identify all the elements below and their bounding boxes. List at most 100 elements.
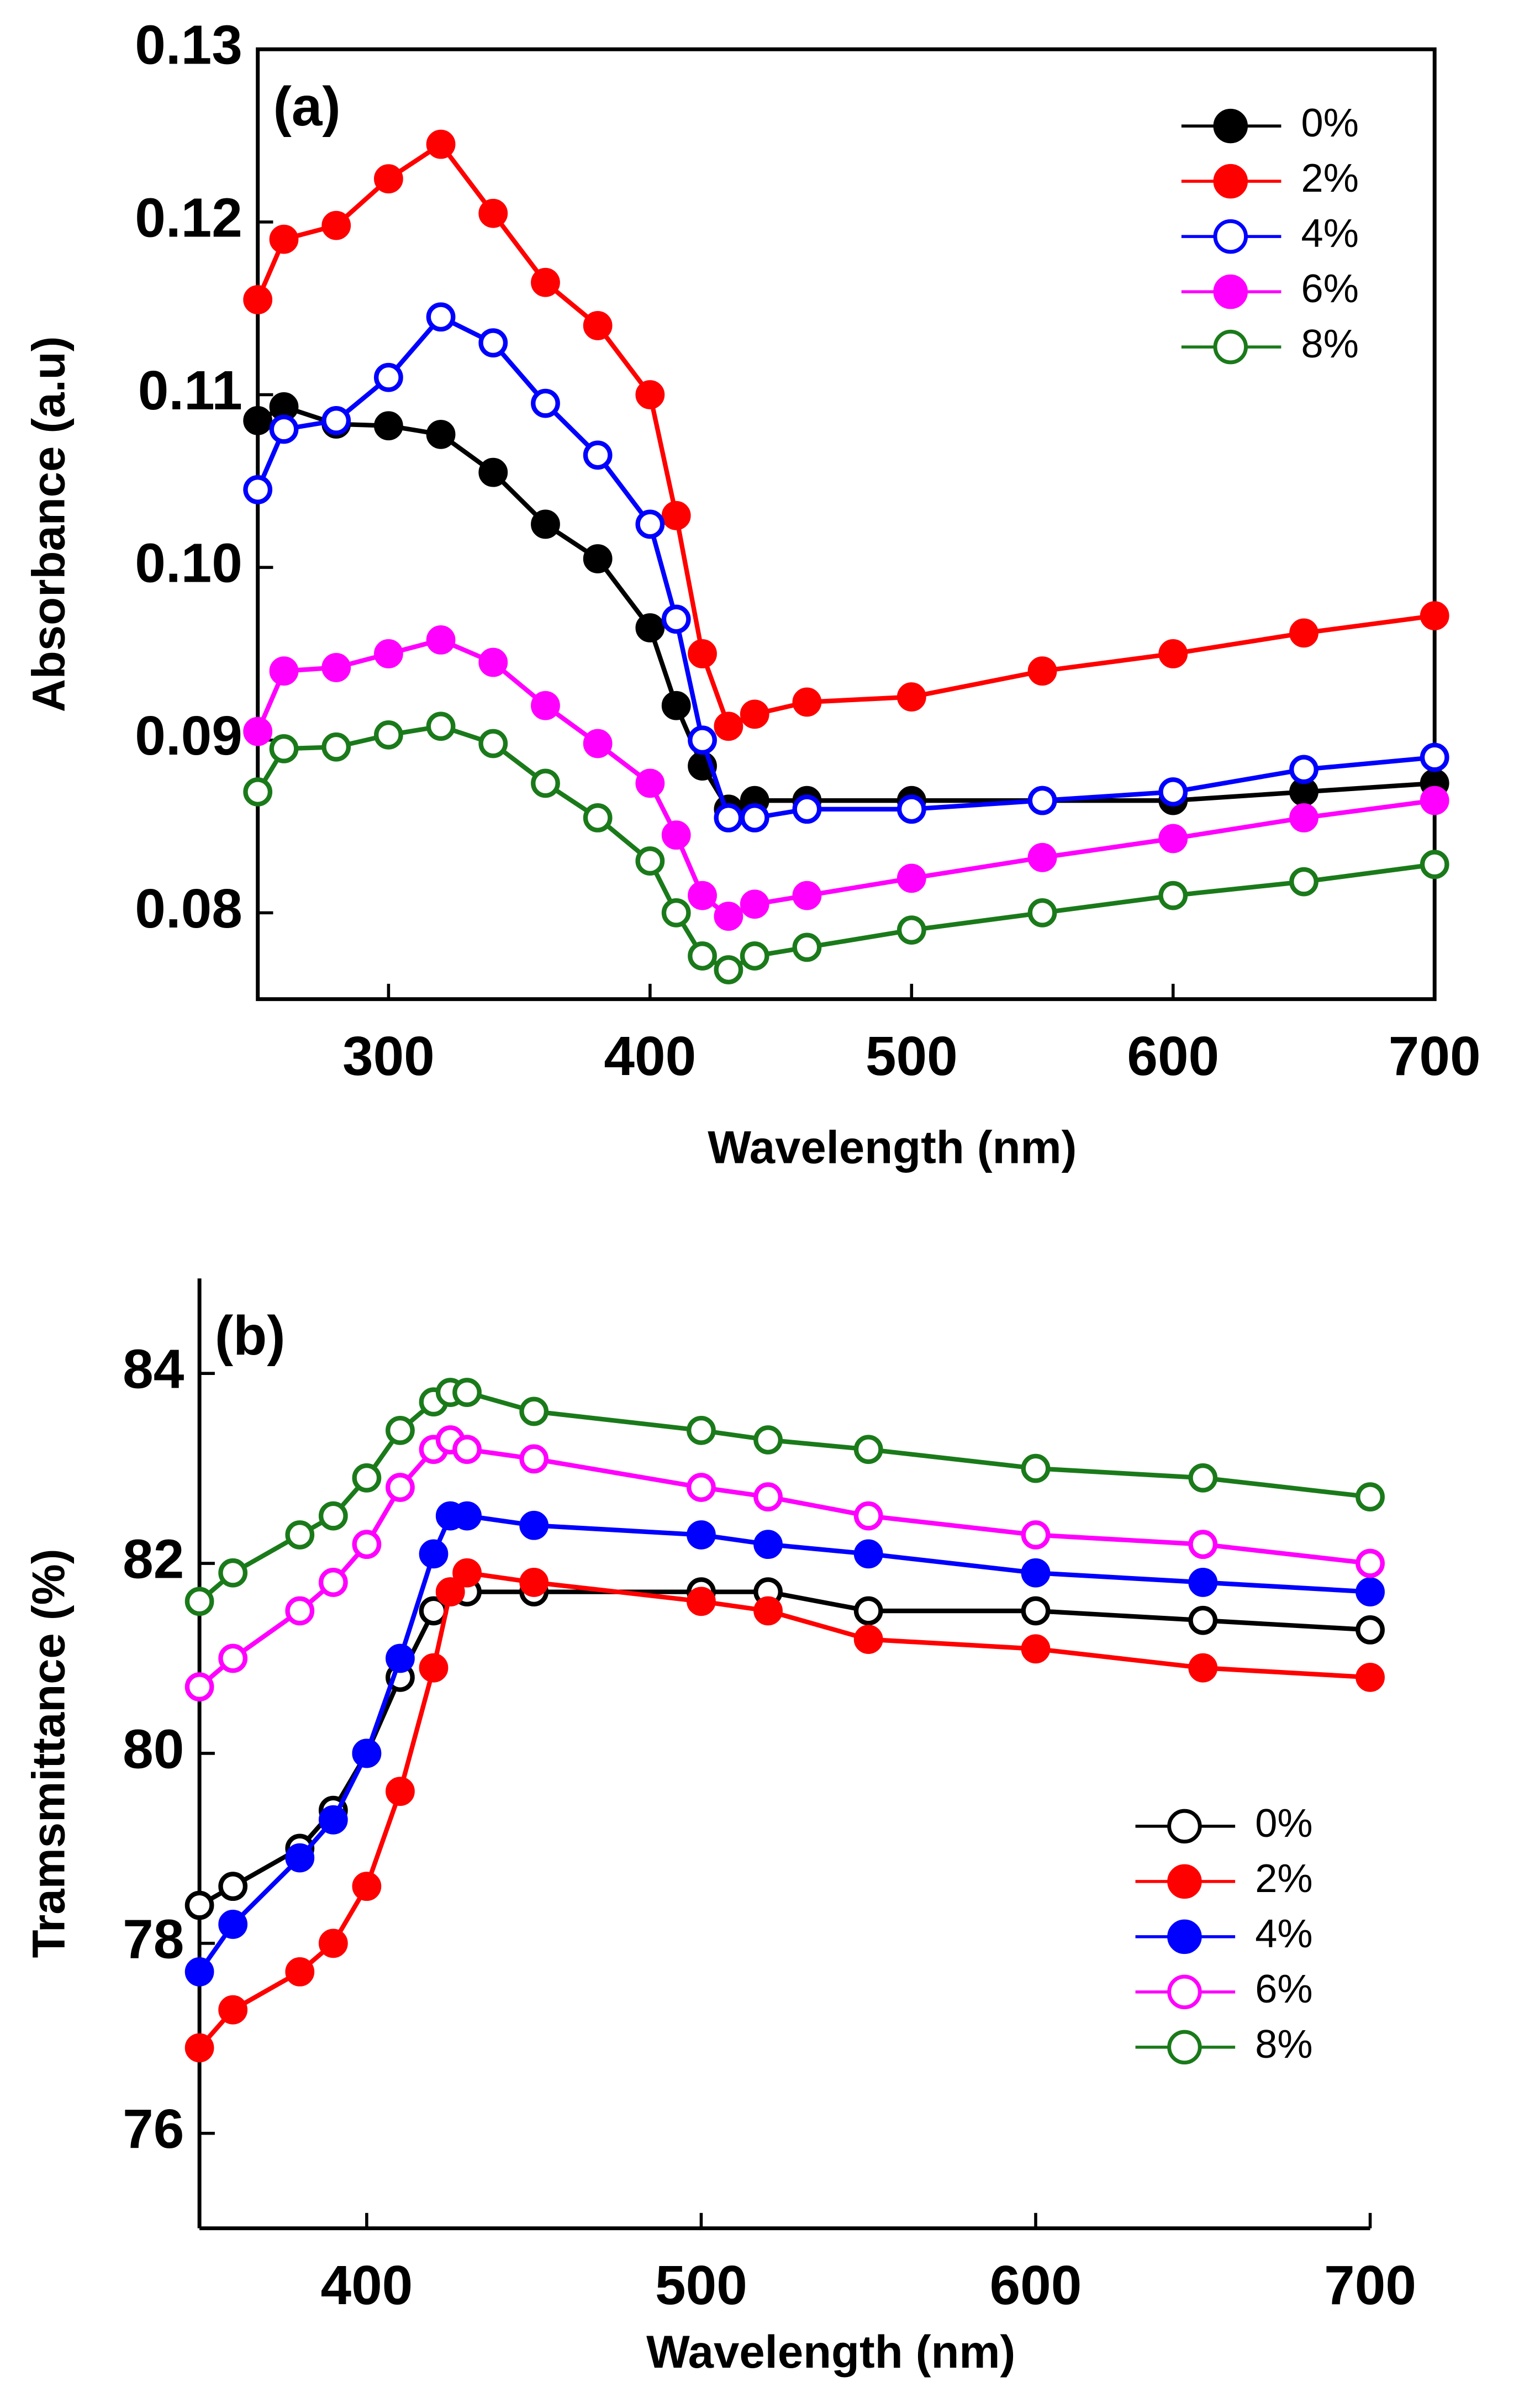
data-point <box>419 1539 449 1569</box>
legend-marker <box>1167 1974 1202 2010</box>
data-point <box>478 647 508 677</box>
data-point <box>753 1425 783 1455</box>
legend-label: 4% <box>1255 1912 1312 1956</box>
series <box>243 302 1449 832</box>
data-point <box>1420 850 1449 879</box>
data-point <box>853 1539 883 1569</box>
data-point <box>386 1473 415 1502</box>
panel-label: (b) <box>215 1305 286 1367</box>
data-point <box>519 1510 549 1540</box>
legend-marker <box>1213 219 1248 254</box>
data-point <box>374 164 403 194</box>
data-point <box>386 1415 415 1445</box>
data-point <box>896 915 926 945</box>
data-point <box>243 285 273 314</box>
data-point <box>1188 1463 1218 1493</box>
legend-marker <box>1213 274 1248 309</box>
data-point <box>583 803 613 832</box>
data-point <box>635 613 665 642</box>
data-point <box>269 734 299 763</box>
legend-marker <box>1213 108 1248 144</box>
data-point <box>1027 842 1057 872</box>
data-point <box>583 729 613 758</box>
legend-label: 2% <box>1255 1857 1312 1901</box>
data-point <box>688 881 717 910</box>
x-tick-label: 700 <box>1389 1025 1481 1087</box>
data-point <box>531 691 560 720</box>
series <box>243 392 1449 824</box>
data-point <box>218 1643 248 1673</box>
data-point <box>318 1928 348 1958</box>
data-point <box>792 794 822 824</box>
data-point <box>661 691 691 720</box>
data-point <box>635 380 665 409</box>
data-point <box>853 1501 883 1531</box>
data-point <box>426 129 456 159</box>
data-point <box>1188 1605 1218 1635</box>
data-point <box>740 941 769 971</box>
data-point <box>687 1473 716 1502</box>
data-point <box>688 725 717 755</box>
data-point <box>1420 601 1449 631</box>
y-tick-label: 76 <box>123 2098 184 2160</box>
data-point <box>1420 786 1449 815</box>
x-tick-label: 400 <box>320 2254 413 2316</box>
data-point <box>374 639 403 668</box>
chart: 76 78 80 82 84 400 500 600 700 Wavelength (nm) Tra… <box>23 1278 1416 2378</box>
data-point <box>1158 824 1188 853</box>
data-point <box>687 1415 716 1445</box>
series-line <box>255 314 1435 820</box>
data-point <box>478 457 508 487</box>
data-point <box>452 1378 482 1407</box>
data-point <box>478 729 508 758</box>
data-point <box>285 1843 315 1873</box>
data-point <box>452 1558 482 1588</box>
data-point <box>753 1530 783 1559</box>
data-point <box>1356 1548 1385 1578</box>
data-point <box>896 682 926 712</box>
legend-marker <box>1167 2030 1202 2065</box>
data-point <box>285 1957 315 1987</box>
data-point <box>352 1530 382 1559</box>
series <box>184 1425 1385 1701</box>
y-axis-title: Absorbance (a.u) <box>23 336 74 713</box>
data-point <box>661 500 691 530</box>
data-point <box>184 1587 214 1616</box>
data-point <box>519 1397 549 1426</box>
data-point <box>269 224 299 254</box>
data-point <box>714 902 743 931</box>
data-point <box>218 1558 248 1588</box>
series-line <box>256 724 1435 973</box>
data-point <box>321 653 351 682</box>
data-point <box>386 1777 415 1806</box>
data-point <box>740 699 769 729</box>
y-tick-label: 0.12 <box>135 187 242 249</box>
data-point <box>583 440 613 470</box>
data-point <box>896 863 926 893</box>
data-point <box>896 794 926 824</box>
data-point <box>1027 898 1057 928</box>
data-point <box>531 267 560 297</box>
data-point <box>386 1643 415 1673</box>
legend-marker <box>1167 1864 1202 1899</box>
data-point <box>1188 1653 1218 1683</box>
data-point <box>1158 777 1188 807</box>
data-point <box>218 1872 248 1901</box>
data-point <box>374 362 403 392</box>
legend-label: 0% <box>1255 1801 1312 1846</box>
data-point <box>740 889 769 919</box>
x-axis-title: Wavelength (nm) <box>646 2326 1015 2378</box>
data-point <box>452 1435 482 1464</box>
data-point <box>374 411 403 441</box>
data-point <box>218 1995 248 2025</box>
x-tick-label: 500 <box>655 2254 747 2316</box>
data-point <box>426 712 456 741</box>
data-point <box>285 1520 315 1550</box>
chart: 0.08 0.09 0.10 0.11 0.12 0.13 300 400 500 600 700 W… <box>23 14 1480 1173</box>
data-point <box>792 932 822 962</box>
y-axis-title: Tramsmittance (%) <box>23 1548 74 1958</box>
data-point <box>318 1568 348 1597</box>
data-point <box>1158 881 1188 910</box>
